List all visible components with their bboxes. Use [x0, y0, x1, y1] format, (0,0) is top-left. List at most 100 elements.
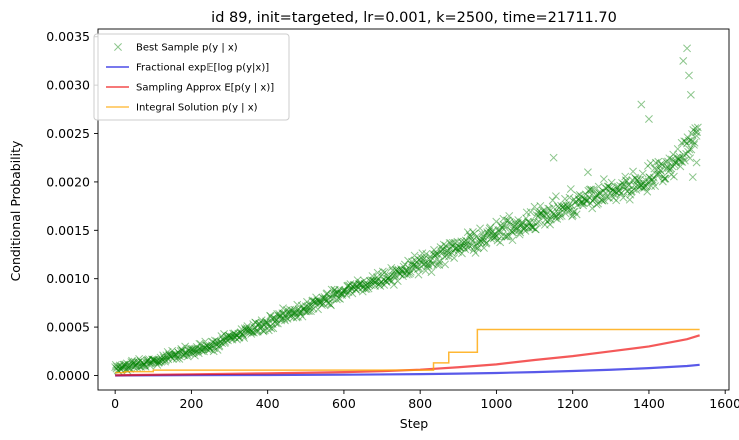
sample-point — [142, 358, 151, 367]
sample-point — [378, 270, 387, 279]
sample-point — [463, 237, 472, 246]
sample-point — [661, 174, 670, 183]
sample-point — [365, 281, 374, 290]
sample-point — [453, 237, 462, 246]
sample-point — [572, 197, 580, 206]
sample-point — [255, 319, 264, 328]
sample-point — [583, 196, 591, 205]
sample-point — [543, 217, 552, 226]
sample-point — [335, 285, 344, 294]
sample-point — [574, 195, 583, 204]
sample-point — [140, 360, 149, 369]
sample-point — [474, 238, 483, 247]
sample-point — [538, 211, 547, 219]
sample-point — [401, 266, 410, 275]
sample-point — [113, 362, 122, 371]
sample-point — [191, 345, 200, 354]
sample-point — [178, 346, 187, 355]
sample-point — [581, 190, 590, 199]
sample-point — [431, 251, 440, 260]
sample-point — [248, 328, 257, 337]
sample-point — [408, 257, 416, 266]
sample-point — [282, 313, 291, 322]
sample-point — [275, 312, 284, 321]
sample-point — [505, 211, 514, 220]
sample-point — [311, 299, 320, 307]
sample-point — [640, 183, 649, 192]
sample-point — [290, 308, 299, 317]
sample-point — [299, 305, 308, 314]
sample-point — [397, 266, 406, 275]
sample-point — [678, 158, 687, 166]
sample-point — [446, 245, 455, 253]
sample-point — [202, 341, 211, 350]
sample-point — [358, 287, 367, 296]
sample-point — [672, 159, 681, 168]
sample-point — [451, 244, 460, 253]
sample-point — [275, 309, 284, 318]
sample-point — [400, 260, 409, 269]
sample-point — [386, 271, 395, 280]
sample-point — [539, 211, 548, 220]
sample-point — [244, 327, 253, 336]
sample-point — [466, 232, 475, 241]
sample-point — [436, 243, 445, 252]
sample-point — [185, 349, 194, 358]
sample-point — [236, 328, 245, 337]
sample-point — [664, 157, 672, 166]
x-tick-label: 800 — [408, 396, 432, 411]
sample-point — [688, 130, 696, 138]
sample-point — [175, 354, 184, 363]
sample-point — [632, 176, 641, 185]
sample-point — [430, 245, 439, 254]
sample-point — [279, 304, 287, 313]
sample-point — [454, 247, 462, 256]
sample-point — [136, 356, 145, 365]
sample-point — [627, 187, 636, 196]
sample-point — [623, 187, 632, 196]
sample-point — [148, 355, 157, 364]
sample-point — [635, 183, 644, 191]
sample-point — [257, 316, 266, 325]
sample-point — [206, 345, 215, 353]
sample-point — [332, 288, 341, 297]
sample-point — [266, 311, 275, 320]
sample-point — [341, 286, 350, 295]
sample-point — [513, 223, 521, 232]
sample-point — [216, 338, 225, 347]
sample-point — [159, 353, 168, 362]
sample-point — [514, 216, 523, 224]
sample-point — [501, 223, 510, 232]
sample-point — [295, 308, 304, 317]
sample-point — [383, 274, 392, 283]
sample-point — [423, 260, 432, 269]
sample-point — [646, 159, 655, 168]
sample-point — [471, 248, 480, 257]
sample-point — [312, 298, 321, 306]
sample-point — [597, 196, 606, 205]
sample-point — [273, 310, 282, 318]
sample-point — [587, 186, 596, 195]
sample-point — [654, 157, 663, 166]
sample-point — [456, 243, 464, 252]
sample-point — [578, 198, 587, 207]
sample-point — [495, 226, 504, 234]
sample-point — [505, 217, 514, 226]
sample-point — [295, 307, 304, 316]
sample-point — [496, 221, 505, 230]
sample-point — [393, 277, 402, 286]
sample-point — [336, 289, 345, 298]
sample-point — [634, 179, 643, 188]
sample-point — [480, 236, 489, 245]
sample-point — [433, 261, 442, 269]
sample-point — [144, 355, 153, 364]
sample-point — [321, 294, 330, 303]
sample-point — [676, 162, 685, 171]
sample-point — [323, 289, 332, 298]
sample-point — [473, 244, 482, 253]
sample-point — [330, 285, 339, 294]
sample-point — [515, 226, 523, 235]
sample-point — [447, 248, 456, 257]
sample-point — [146, 359, 155, 368]
sample-point — [483, 228, 492, 237]
